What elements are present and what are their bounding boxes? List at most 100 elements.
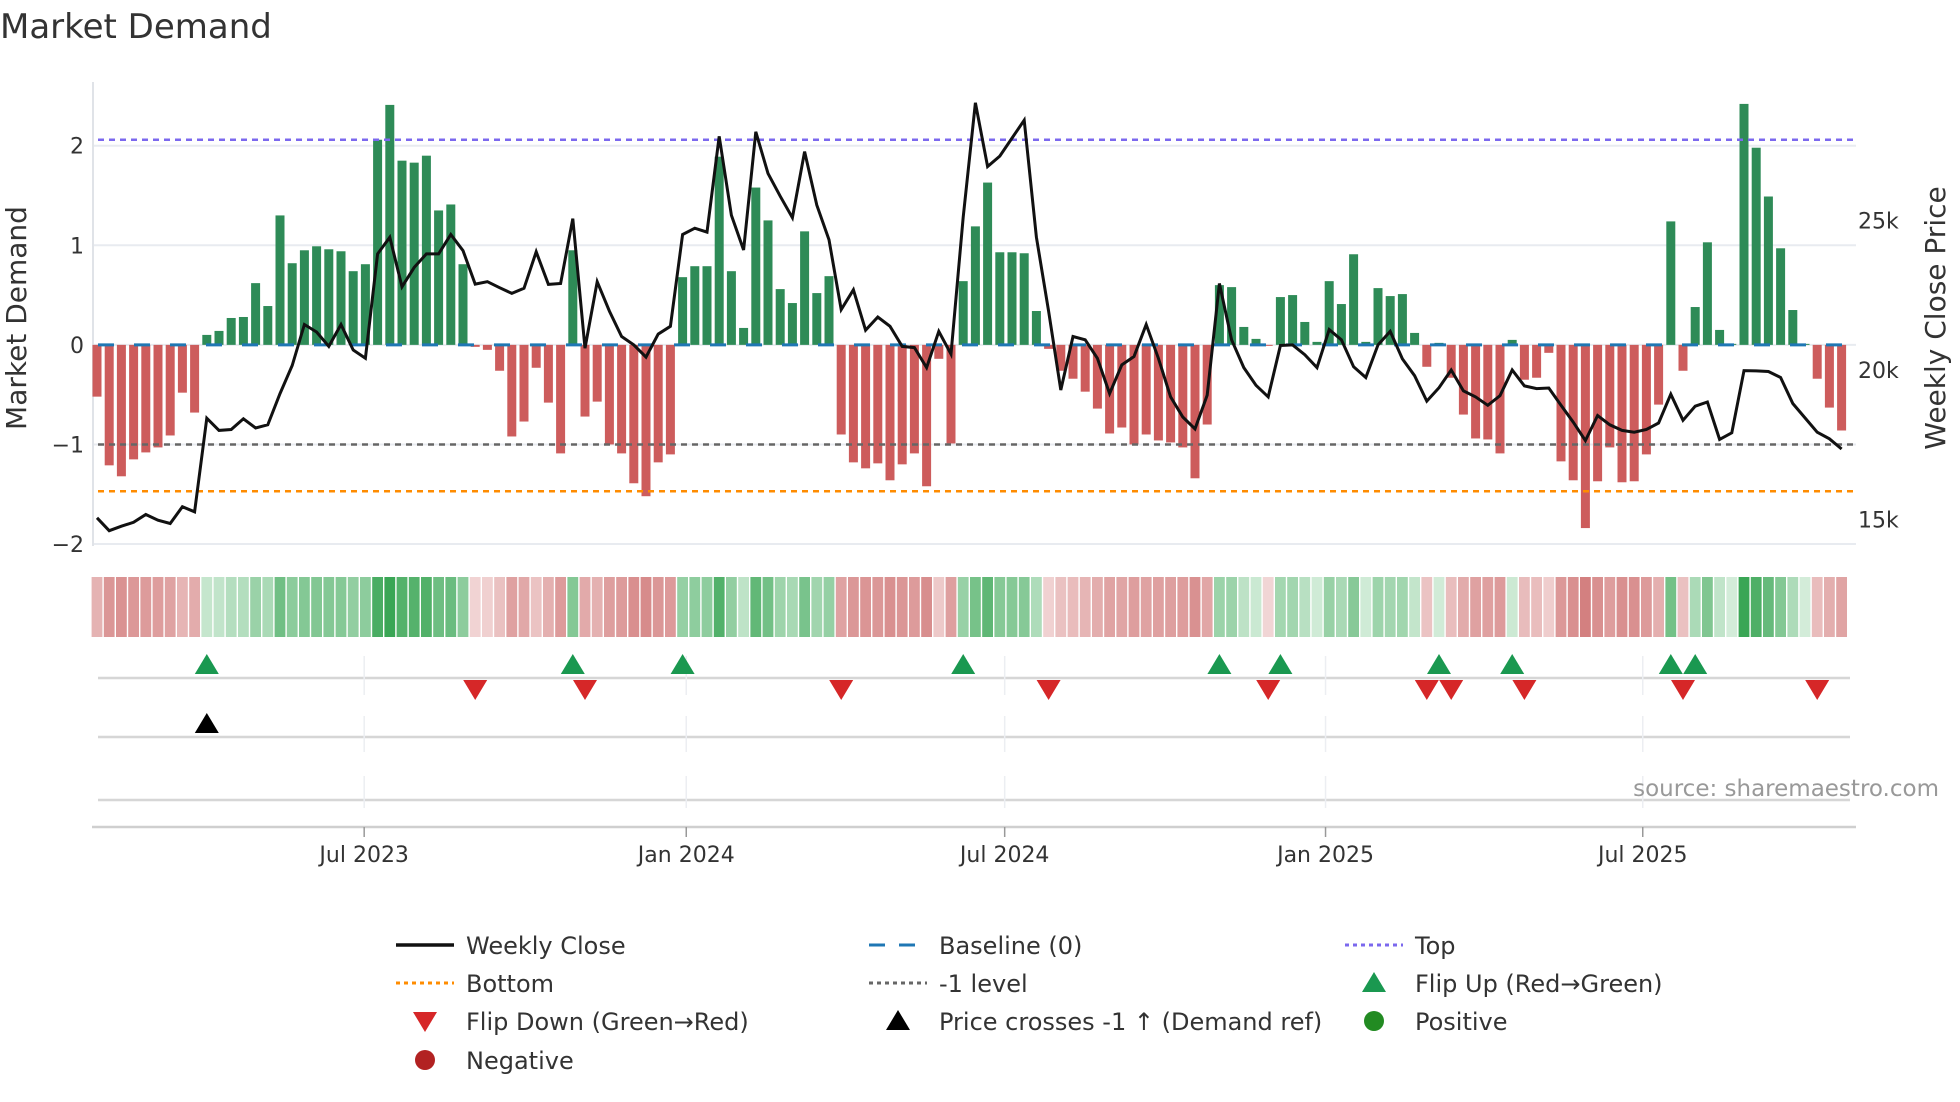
demand-strip-cell: [201, 577, 213, 637]
demand-strip-cell: [591, 577, 603, 637]
bar-positive: [714, 156, 724, 345]
bar-negative: [1532, 344, 1542, 378]
demand-strip-cell: [457, 577, 469, 637]
demand-strip-cell: [1384, 577, 1396, 637]
demand-strip-cell: [518, 577, 530, 637]
bar-negative: [177, 344, 187, 393]
legend-label: Flip Up (Red→Green): [1415, 970, 1663, 998]
legend-label: Negative: [466, 1047, 574, 1075]
demand-strip-cell: [701, 577, 713, 637]
bar-negative: [580, 344, 590, 417]
dot-icon: [415, 1050, 435, 1070]
demand-strip-cell: [299, 577, 310, 637]
bar-positive: [397, 160, 407, 345]
demand-strip-cell: [1031, 577, 1042, 637]
bar-negative: [897, 344, 907, 465]
demand-strip-cell: [1336, 577, 1347, 637]
x-tick-label: Jul 2025: [1596, 843, 1688, 868]
legend-label: Top: [1414, 932, 1456, 960]
demand-strip-cell: [1140, 577, 1152, 637]
bar-negative: [909, 344, 919, 454]
bar-negative: [1544, 344, 1554, 353]
legend-item-negative: Negative: [415, 1047, 574, 1075]
bar-positive: [202, 334, 212, 345]
demand-strip-cell: [652, 577, 664, 637]
legend-label: Price crosses -1 ↑ (Demand ref): [939, 1008, 1322, 1036]
flip-down-marker: [1439, 680, 1464, 700]
bar-negative: [556, 344, 566, 454]
demand-strip-cell: [835, 577, 847, 637]
bar-negative: [1495, 344, 1505, 454]
bar-positive: [1251, 338, 1261, 345]
demand-strip-cell: [1238, 577, 1250, 637]
bar-positive: [726, 271, 736, 345]
bar-positive: [348, 271, 358, 345]
x-tick-label: Jul 2023: [317, 843, 409, 868]
demand-strip-cell: [1433, 577, 1445, 637]
bar-negative: [1629, 344, 1639, 482]
bar-negative: [1458, 344, 1468, 415]
demand-strip-cell: [799, 577, 810, 637]
demand-strip-cell: [860, 577, 871, 637]
bar-positive: [1788, 310, 1798, 345]
demand-strip-cell: [1799, 577, 1811, 637]
demand-strip-cell: [933, 577, 945, 637]
demand-strip-cell: [1189, 577, 1201, 637]
demand-strip-cell: [116, 577, 127, 637]
bar-positive: [702, 266, 712, 345]
bar-negative: [1153, 344, 1163, 441]
bar-negative: [1580, 344, 1590, 529]
bar-negative: [116, 344, 126, 477]
demand-strip-cell: [1555, 577, 1567, 637]
bar-positive: [970, 226, 980, 345]
legend-item-bottom: Bottom: [396, 970, 554, 998]
demand-strip-cell: [1372, 577, 1384, 637]
demand-strip-cell: [774, 577, 786, 637]
demand-strip-cell: [750, 577, 762, 637]
demand-strip-cell: [1055, 577, 1067, 637]
bar-negative: [1190, 344, 1200, 479]
bar-positive: [336, 251, 346, 345]
demand-strip-cell: [872, 577, 884, 637]
demand-strip-cell: [506, 577, 518, 637]
bar-positive: [1666, 221, 1676, 345]
demand-strip-cell: [128, 577, 139, 637]
demand-strip-cell: [396, 577, 408, 637]
bar-positive: [409, 162, 419, 345]
bar-negative: [1056, 344, 1066, 371]
legend-label: Bottom: [466, 970, 554, 998]
demand-strip-cell: [140, 577, 152, 637]
demand-strip-cell: [1641, 577, 1652, 637]
bar-positive: [787, 303, 797, 345]
bar-positive: [1776, 248, 1786, 345]
demand-strip-cell: [1665, 577, 1677, 637]
flip-up-marker: [1683, 654, 1708, 674]
bar-positive: [1214, 285, 1224, 345]
demand-strip-cell: [1226, 577, 1237, 637]
demand-strip-cell: [1519, 577, 1530, 637]
demand-strip-cell: [1348, 577, 1359, 637]
source-note: source: sharemaestro.com: [1633, 776, 1939, 802]
bar-negative: [922, 344, 932, 487]
bar-negative: [1678, 344, 1688, 371]
demand-strip-cell: [994, 577, 1006, 637]
demand-strip-cell: [1592, 577, 1603, 637]
demand-strip-cell: [1177, 577, 1189, 637]
demand-strip-cell: [1677, 577, 1689, 637]
bar-positive: [421, 155, 431, 345]
demand-strip-cell: [164, 577, 176, 637]
bar-negative: [104, 344, 114, 466]
bar-negative: [507, 344, 517, 437]
dot-icon: [1364, 1011, 1384, 1031]
demand-strip-cell: [152, 577, 164, 637]
bar-negative: [1837, 344, 1847, 431]
demand-strip-cell: [1458, 577, 1469, 637]
bar-negative: [1617, 344, 1627, 483]
bar-negative: [1519, 344, 1529, 380]
demand-strip-cell: [1067, 577, 1079, 637]
demand-strip-cell: [103, 577, 115, 637]
demand-strip-cell: [494, 577, 505, 637]
demand-strip-cell: [189, 577, 200, 637]
demand-strip-cell: [238, 577, 249, 637]
